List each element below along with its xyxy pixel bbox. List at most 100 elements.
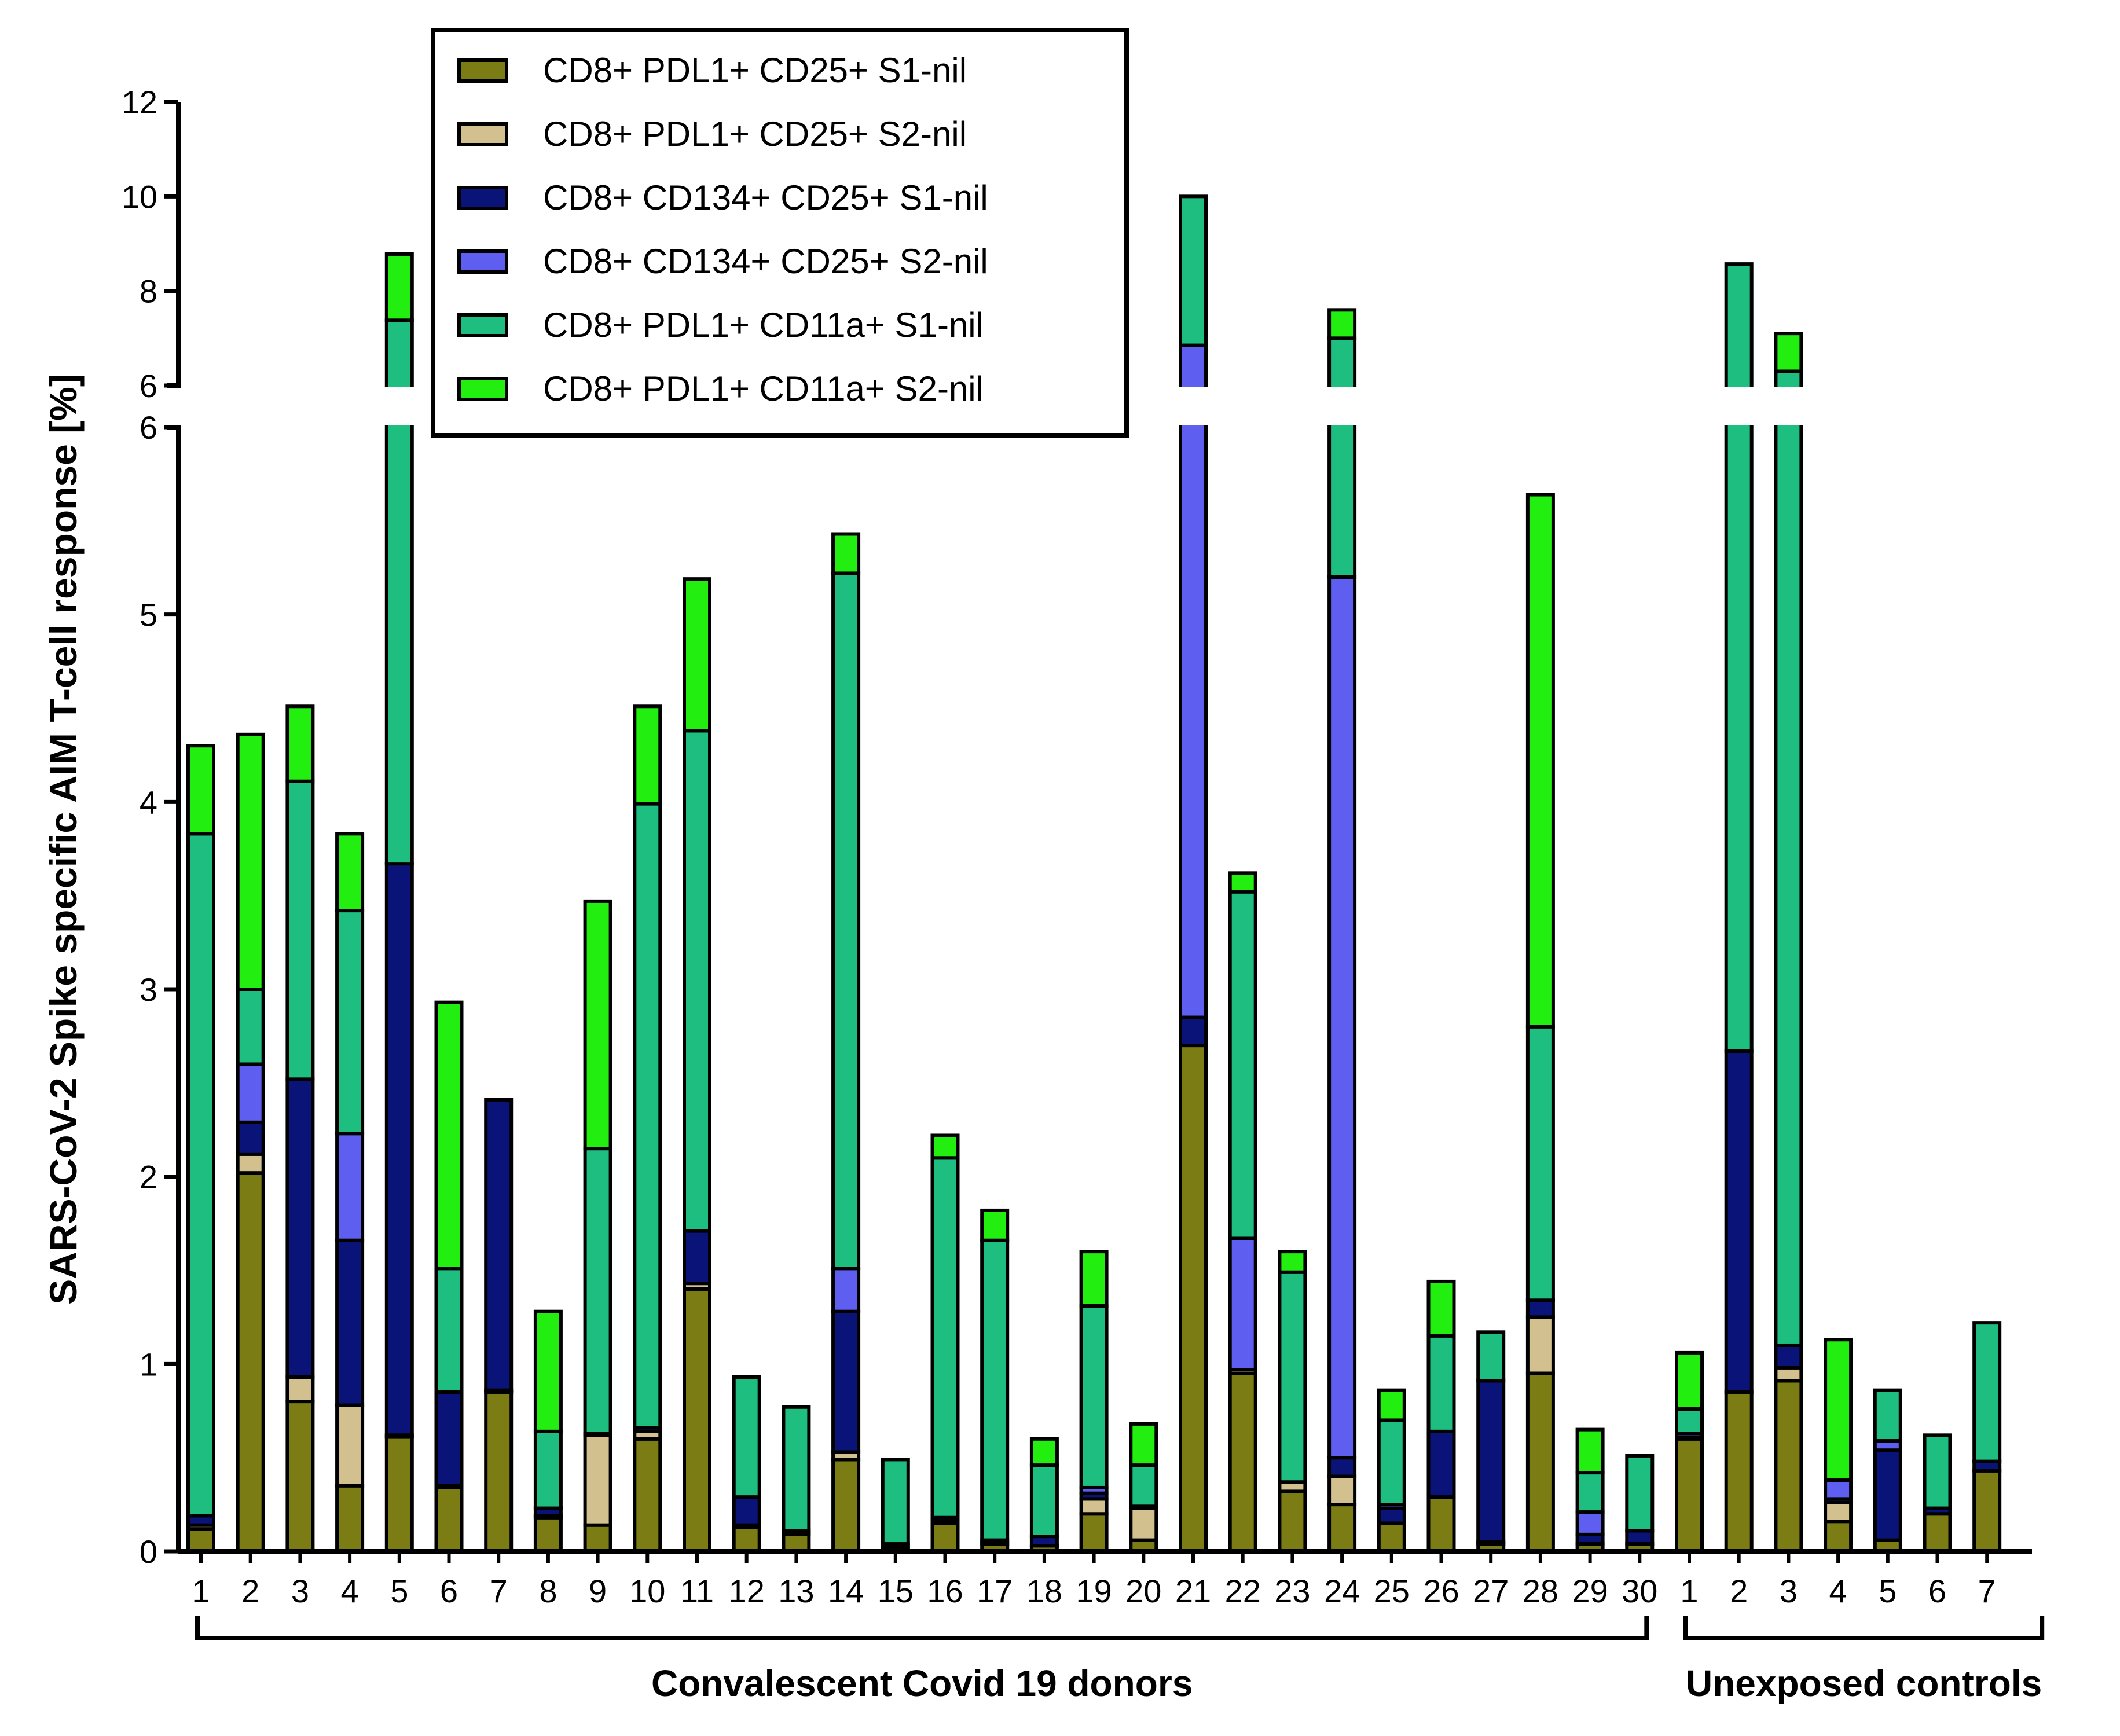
bar-segment (1873, 1388, 1902, 1443)
bar-segment (930, 1156, 960, 1520)
bar-segment (683, 1229, 711, 1286)
bar-segment (484, 1098, 514, 1392)
x-tick-label: 4 (341, 1573, 359, 1609)
bar-segment (1525, 1315, 1555, 1375)
bar-segment (533, 1515, 563, 1553)
bar-segment (930, 1133, 960, 1160)
x-tick-label: 20 (1125, 1573, 1161, 1609)
x-tick-label: 14 (828, 1573, 864, 1609)
legend-swatch (457, 249, 508, 274)
x-tick-label: 12 (729, 1573, 765, 1609)
legend: CD8+ PDL1+ CD25+ S1-nil CD8+ PDL1+ CD25+ … (431, 28, 1129, 438)
bar-segment (434, 1485, 464, 1554)
bar-segment (1179, 194, 1208, 347)
x-tick-label: 9 (589, 1573, 607, 1609)
x-tick-label: 21 (1175, 1573, 1211, 1609)
bar-segment (1575, 1471, 1605, 1514)
x-tick-label: 7 (490, 1573, 508, 1609)
bar-segment (1724, 262, 1754, 1053)
legend-label: CD8+ PDL1+ CD11a+ S2-nil (543, 369, 984, 408)
legend-label: CD8+ CD134+ CD25+ S1-nil (543, 178, 988, 217)
bar-segment (1079, 1497, 1109, 1516)
bar-segment (583, 899, 612, 1151)
bar-segment (236, 1171, 265, 1553)
legend-label: CD8+ PDL1+ CD11a+ S1-nil (543, 306, 984, 344)
legend-label: CD8+ CD134+ CD25+ S2-nil (543, 242, 988, 281)
bar-segment (1625, 1454, 1655, 1533)
bar-segment (1079, 1250, 1109, 1308)
bar-segment (683, 729, 711, 1233)
bar-segment (236, 1062, 265, 1124)
bar-segment (434, 1390, 464, 1488)
y-tick-label: 8 (140, 273, 157, 310)
bar-segment (434, 1267, 464, 1394)
bar-segment (285, 1400, 315, 1553)
x-tick-label: 1 (192, 1573, 210, 1609)
x-tick-label: 18 (1026, 1573, 1062, 1609)
bar-segment (1525, 1025, 1555, 1302)
bar-segment (236, 1120, 265, 1156)
x-tick-label: 2 (1730, 1573, 1748, 1609)
bar-segment (583, 1147, 612, 1436)
bar-segment (1426, 1429, 1456, 1499)
bar-segment (1327, 1474, 1357, 1507)
bar-segment (335, 1484, 365, 1553)
bar-segment (1029, 1463, 1059, 1539)
bar-segment (633, 704, 662, 806)
y-tick-label: 1 (140, 1346, 157, 1382)
bar-segment (285, 779, 315, 1081)
bar-segment (1873, 1448, 1902, 1542)
bar-segment (1774, 332, 1803, 373)
bar-segment (1377, 1418, 1406, 1507)
legend-swatch (457, 58, 508, 83)
x-tick-label: 28 (1523, 1573, 1558, 1609)
bar-segment (831, 1309, 861, 1454)
bar-segment (533, 1429, 563, 1510)
bar-segment (1029, 1437, 1059, 1467)
bar-segment (1476, 1330, 1506, 1383)
bar-segment (831, 1267, 861, 1313)
bar-segment (335, 832, 365, 913)
bar-segment (1525, 1371, 1555, 1553)
bar-segment (1774, 1379, 1803, 1554)
bar-segment (1327, 575, 1357, 1460)
x-tick-label: 26 (1423, 1573, 1459, 1609)
bar-segment (285, 1375, 315, 1404)
x-tick-label: 17 (977, 1573, 1013, 1609)
bar-segment (384, 862, 414, 1437)
y-tick-label: 2 (140, 1159, 157, 1195)
bar-segment (434, 1000, 464, 1271)
bar-segment (583, 1523, 612, 1554)
bar-segment (1575, 1427, 1605, 1475)
bar-segment (930, 1521, 960, 1553)
bar-segment (1476, 1379, 1506, 1544)
x-tick-label: 15 (878, 1573, 914, 1609)
y-tick-label: 5 (140, 597, 157, 633)
bar-segment (384, 252, 414, 322)
x-tick-label: 24 (1324, 1573, 1360, 1609)
bar-segment (1228, 1371, 1257, 1553)
bar-segment (1228, 1236, 1257, 1372)
bar-segment (1774, 1343, 1803, 1370)
bar-segment (1179, 1044, 1208, 1553)
bar-segment (1079, 1304, 1109, 1489)
bar-segment (1972, 1321, 2002, 1463)
y-tick-label: 4 (140, 784, 157, 820)
bar-segment (285, 704, 315, 783)
bar-segment (1525, 1298, 1555, 1319)
bar-segment (633, 802, 662, 1430)
bar-segment (335, 1403, 365, 1488)
x-tick-label: 27 (1473, 1573, 1509, 1609)
x-tick-label: 5 (390, 1573, 408, 1609)
x-tick-label: 22 (1225, 1573, 1261, 1609)
bar-segment (831, 1458, 861, 1553)
bar-segment (1824, 1338, 1853, 1482)
bar-segment (732, 1525, 761, 1554)
bar-segment (1327, 1456, 1357, 1478)
group-bracket (195, 1616, 1649, 1640)
x-tick-label: 3 (291, 1573, 309, 1609)
x-tick-label: 7 (1978, 1573, 1996, 1609)
bar-segment (1327, 1503, 1357, 1553)
